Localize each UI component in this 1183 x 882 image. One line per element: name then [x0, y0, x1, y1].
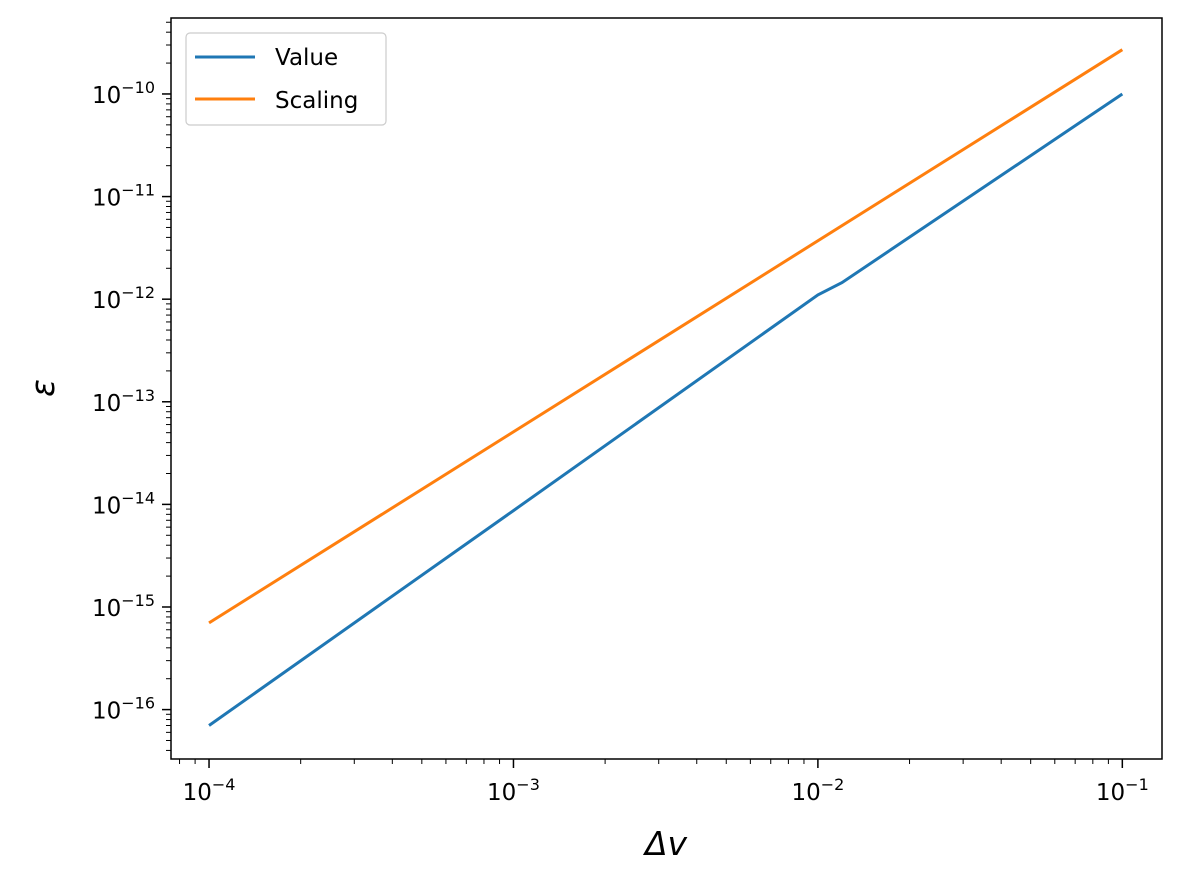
x-tick-base: 10 — [487, 780, 516, 806]
legend-label-value: Value — [275, 45, 338, 71]
y-tick-base: 10 — [92, 186, 121, 212]
x-tick-labels: 10−4 10−3 10−2 10−1 — [183, 775, 1149, 806]
y-tick-exponent: −12 — [121, 283, 155, 302]
y-tick-exponent: −11 — [121, 181, 155, 200]
series-line-scaling — [208, 48, 1124, 625]
y-axis-ticks — [162, 21, 171, 751]
series-line-value — [208, 92, 1124, 727]
legend: Value Scaling — [185, 32, 387, 126]
y-tick-label: 10−16 — [92, 694, 155, 725]
y-tick-exponent: −16 — [121, 694, 155, 713]
x-tick-label: 10−4 — [183, 775, 236, 806]
x-tick-label: 10−3 — [487, 775, 540, 806]
y-tick-exponent: −14 — [121, 488, 155, 507]
x-tick-label: 10−1 — [1096, 775, 1149, 806]
x-tick-base: 10 — [791, 780, 820, 806]
y-tick-label: 10−10 — [92, 78, 155, 109]
x-tick-base: 10 — [1096, 780, 1125, 806]
x-tick-label: 10−2 — [791, 775, 844, 806]
x-tick-exponent: −4 — [212, 775, 236, 794]
y-tick-base: 10 — [92, 493, 121, 519]
x-axis-ticks — [179, 759, 1124, 768]
y-tick-label: 10−12 — [92, 283, 155, 314]
x-tick-exponent: −1 — [1125, 775, 1149, 794]
y-tick-base: 10 — [92, 288, 121, 314]
y-tick-base: 10 — [92, 699, 121, 725]
legend-label-scaling: Scaling — [275, 88, 358, 114]
y-tick-exponent: −15 — [121, 591, 155, 610]
x-tick-exponent: −3 — [516, 775, 540, 794]
x-tick-base: 10 — [183, 780, 212, 806]
y-axis-label: ε — [23, 379, 62, 397]
y-tick-label: 10−11 — [92, 181, 155, 212]
y-tick-exponent: −13 — [121, 386, 155, 405]
y-tick-exponent: −10 — [121, 78, 155, 97]
y-tick-base: 10 — [92, 83, 121, 109]
plot-lines — [208, 48, 1124, 727]
y-tick-label: 10−15 — [92, 591, 155, 622]
y-tick-label: 10−13 — [92, 386, 155, 417]
y-tick-label: 10−14 — [92, 488, 155, 519]
y-tick-base: 10 — [92, 391, 121, 417]
plot-frame — [170, 17, 1163, 760]
x-tick-exponent: −2 — [821, 775, 845, 794]
x-axis-label: Δv — [642, 824, 688, 863]
y-tick-base: 10 — [92, 596, 121, 622]
